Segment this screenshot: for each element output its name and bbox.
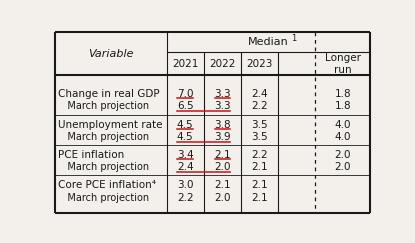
Text: Unemployment rate: Unemployment rate (58, 120, 163, 130)
Text: 2.2: 2.2 (251, 101, 268, 111)
Text: March projection: March projection (58, 162, 149, 172)
Text: 2023: 2023 (247, 59, 273, 69)
Text: PCE inflation: PCE inflation (58, 150, 124, 160)
Text: 7.0: 7.0 (177, 89, 193, 99)
Text: 6.5: 6.5 (177, 101, 193, 111)
Text: March projection: March projection (58, 193, 149, 203)
Text: 4.0: 4.0 (334, 132, 351, 142)
Text: Change in real GDP: Change in real GDP (58, 89, 160, 99)
Text: Variable: Variable (88, 49, 134, 59)
Text: 2.1: 2.1 (251, 193, 268, 203)
Text: 2022: 2022 (209, 59, 236, 69)
Text: March projection: March projection (58, 132, 149, 142)
Text: 2.2: 2.2 (177, 193, 193, 203)
Text: 3.4: 3.4 (177, 150, 193, 160)
Text: 4.5: 4.5 (177, 132, 193, 142)
Text: 2.1: 2.1 (214, 150, 231, 160)
Text: March projection: March projection (58, 101, 149, 111)
Text: 1: 1 (290, 34, 296, 43)
Text: 3.0: 3.0 (177, 181, 193, 191)
Text: 2.0: 2.0 (214, 193, 231, 203)
Text: 2021: 2021 (172, 59, 198, 69)
Text: 4.5: 4.5 (177, 120, 193, 130)
Text: 3.8: 3.8 (214, 120, 231, 130)
Text: 2.1: 2.1 (251, 181, 268, 191)
Text: 2.1: 2.1 (214, 181, 231, 191)
Text: 2.1: 2.1 (251, 162, 268, 172)
Text: Longer
run: Longer run (325, 53, 361, 75)
Text: Median: Median (248, 37, 289, 47)
Text: 1.8: 1.8 (334, 101, 351, 111)
Text: 3.5: 3.5 (251, 132, 268, 142)
Text: Core PCE inflation⁴: Core PCE inflation⁴ (58, 181, 156, 191)
Text: 2.0: 2.0 (334, 162, 351, 172)
Text: 2.2: 2.2 (251, 150, 268, 160)
Text: 3.9: 3.9 (214, 132, 231, 142)
Text: 3.3: 3.3 (214, 101, 231, 111)
Text: 3.3: 3.3 (214, 89, 231, 99)
Text: 2.4: 2.4 (177, 162, 193, 172)
Text: 2.0: 2.0 (334, 150, 351, 160)
Text: 3.5: 3.5 (251, 120, 268, 130)
Text: 2.4: 2.4 (251, 89, 268, 99)
Text: 2.0: 2.0 (214, 162, 231, 172)
Text: 4.0: 4.0 (334, 120, 351, 130)
Text: 1.8: 1.8 (334, 89, 351, 99)
